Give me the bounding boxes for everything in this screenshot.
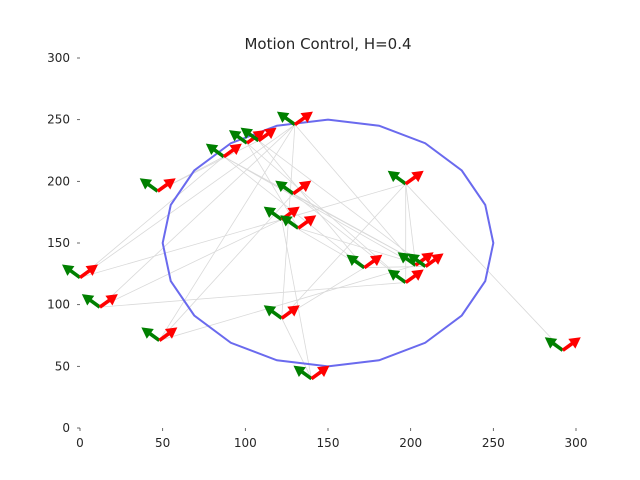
velocity-arrow [78,264,98,279]
control-arrow [346,254,366,270]
x-tick-label: 200 [399,436,422,450]
control-arrow [280,215,300,230]
edge-line [281,183,407,319]
agent [387,269,424,284]
control-arrow [293,365,313,381]
edge-line [294,124,416,266]
y-tick-label: 0 [62,421,70,435]
neighbor-edges [79,124,564,379]
y-axis: 0 50 100 150 200 250 300 [47,51,80,435]
agent [263,206,300,222]
agent [407,253,444,268]
velocity-arrow [222,143,242,159]
agent [275,180,312,196]
x-tick-label: 250 [482,436,505,450]
agent [544,337,581,352]
x-tick-label: 50 [155,436,170,450]
agent [205,143,242,159]
agent [276,111,313,127]
y-tick-label: 100 [47,298,70,312]
velocity-arrow [404,269,424,284]
x-tick-label: 300 [565,436,588,450]
y-tick-label: 150 [47,236,70,250]
agent [240,127,277,143]
agents [62,111,581,381]
x-axis: 0 50 100 150 200 250 300 [76,428,587,450]
control-arrow [544,337,564,352]
x-tick-label: 100 [234,436,257,450]
agent [62,264,98,279]
velocity-arrow [293,111,313,127]
velocity-arrow [310,365,330,381]
y-tick-label: 300 [47,51,70,65]
velocity-arrow [561,337,581,352]
velocity-arrow [424,253,444,268]
agent [81,294,118,309]
control-arrow [397,252,417,267]
velocity-arrow [297,215,317,230]
edge-line [157,140,259,192]
edge-line [79,124,296,278]
velocity-arrow [257,127,277,143]
edge-line [99,124,296,308]
control-arrow [263,305,283,320]
control-arrow [275,180,295,196]
velocity-arrow [363,254,383,270]
control-arrow [139,178,159,193]
control-arrow [407,253,427,268]
agent [293,365,330,381]
agent [346,254,383,270]
control-arrow [81,294,101,309]
agent [387,170,424,186]
velocity-arrow [98,294,118,309]
control-arrow [228,130,249,145]
edge-line [364,266,426,269]
control-arrow [387,170,407,186]
x-tick-label: 150 [317,436,340,450]
agent [263,305,300,320]
edge-line [223,156,416,266]
edge-line [281,219,312,379]
control-arrow [62,264,82,279]
y-tick-label: 250 [47,113,70,127]
agent [139,178,176,193]
edge-line [159,264,416,341]
edge-line [405,183,417,266]
control-arrow [141,327,161,342]
control-arrow [387,269,407,284]
velocity-arrow [404,170,424,186]
edge-line [99,282,406,308]
edge-line [159,124,296,341]
edge-line [79,219,282,278]
edge-line [99,219,282,308]
agent [280,215,317,230]
control-arrow [240,127,260,143]
y-tick-label: 50 [55,359,70,373]
velocity-arrow [158,327,178,342]
control-arrow [276,111,296,127]
edge-line [281,318,312,379]
chart-title: Motion Control, H=0.4 [244,35,411,53]
control-arrow [263,206,283,222]
edge-line [258,140,365,268]
velocity-arrow [156,178,176,193]
edge-line [258,140,426,267]
edge-line [159,193,294,341]
velocity-arrow [280,305,300,320]
agent [141,327,178,342]
reference-circle [161,118,495,368]
edge-line [79,156,225,278]
control-arrow [205,143,225,159]
edge-line [293,193,406,283]
edge-line [281,183,406,220]
edge-line [405,183,564,351]
velocity-arrow [292,180,312,196]
x-tick-label: 0 [76,436,84,450]
y-tick-label: 200 [47,174,70,188]
